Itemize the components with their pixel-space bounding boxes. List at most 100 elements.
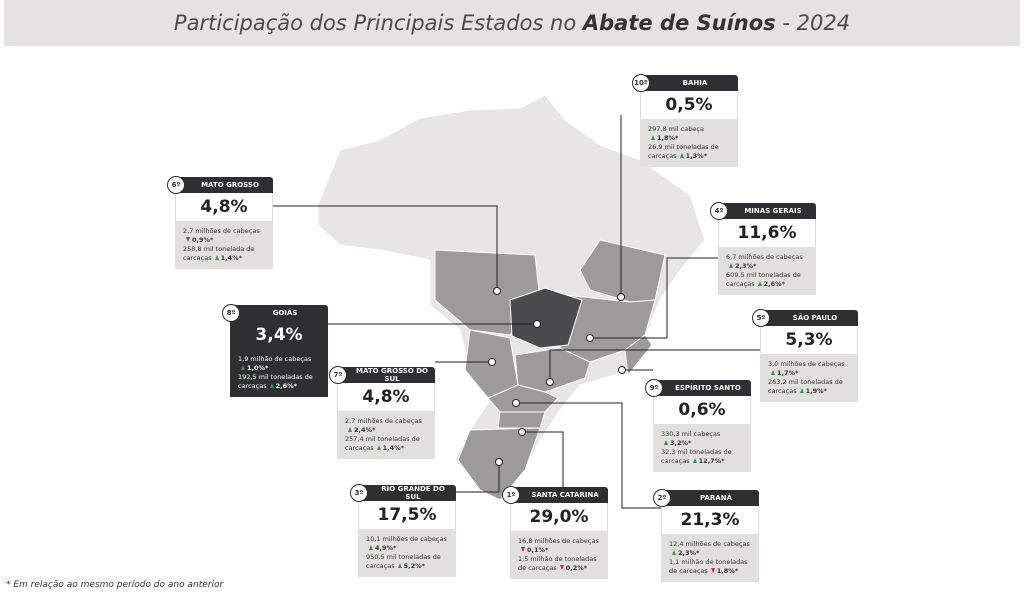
state-card: 8º GOIÁS 3,4% 1,9 milhão de cabeças 1,0%* 192… [222,304,328,397]
rank-badge: 1º [502,486,520,504]
carcass-line: 950,5 mil toneladas de carcaças 5,2%* [366,553,450,571]
heads-line: 10,1 milhões de cabeças [366,535,450,544]
state-card: 6º MATO GROSSO 4,8% 2,7 milhões de cabeças 0… [167,176,273,269]
change-arrow [241,365,245,370]
heads-line: 3,0 milhões de cabeças [768,360,852,369]
carcass-change: 1,9%* [799,387,827,395]
carcass-change-value: 1,4%* [382,444,405,452]
carcass-text: 32,3 mil toneladas de carcaças [661,448,732,465]
heads-change: 1,0%* [241,364,322,373]
connectors [273,115,760,509]
card-header: 6º MATO GROSSO [167,176,273,194]
title-bold: Abate de Suínos [582,11,776,35]
card-header: 8º GOIÁS [222,304,328,322]
state-card: 9º ESPÍRITO SANTO 0,6% 330,3 mil cabeças 3,2… [645,379,751,472]
heads-change: 2,4%* [348,426,429,435]
state-name: BAHIA [682,79,708,87]
state-go [509,287,583,349]
state-card: 4º MINAS GERAIS 11,6% 6,7 milhões de cabeça… [710,202,816,295]
connector-dot [533,320,541,328]
change-arrow [771,370,775,375]
heads-change: 0,9%* [186,236,267,245]
carcass-change: 2,6%* [269,382,297,390]
carcass-text: 258,8 mil tonelada de carcaças [183,245,255,262]
change-arrow [757,281,762,286]
rank-badge: 2º [653,489,671,507]
heads-change-value: 2,4%* [354,426,376,434]
connector-line [273,205,498,291]
state-share: 0,5% [640,91,738,119]
carcass-change-value: 2,6%* [763,280,786,288]
state-es [624,334,653,377]
change-arrow [397,563,402,568]
change-arrow [679,153,684,158]
carcass-text: 609,5 mil toneladas de carcaças [726,271,801,288]
connector-dot [617,293,625,301]
carcass-text: 1,5 milhão de toneladas de carcaças [518,555,597,572]
rank-badge: 5º [752,309,770,327]
card-body: 10,1 milhões de cabeças 4,9%* 950,5 mil to… [358,529,456,577]
heads-change: 3,2%* [664,439,745,448]
footnote: * Em relação ao mesmo período do ano ant… [6,580,224,590]
carcass-line: 32,3 mil toneladas de carcaças 12,7%* [661,448,745,466]
connector-line [590,257,718,339]
heads-change-value: 1,7%* [777,369,799,377]
state-name: MATO GROSSO DO SUL [355,367,428,383]
connector-dot [495,458,503,466]
carcass-line: 258,8 mil tonelada de carcaças 1,4%* [183,245,267,263]
state-name: SANTA CATARINA [531,491,599,499]
heads-change-value: 0,9%* [192,236,214,244]
change-arrow [672,550,676,555]
state-share: 11,6% [718,219,816,247]
heads-line: 297,8 mil cabeça [648,125,732,134]
connector-dot [546,378,554,386]
title-end: - 2024 [775,11,851,35]
carcass-change: 2,6%* [757,280,786,288]
connector-dot [488,358,496,366]
state-name: MATO GROSSO [201,181,259,189]
heads-text: 2,7 milhões de cabeças [183,227,260,235]
heads-change-value: 2,3%* [678,549,700,557]
state-name: MINAS GERAIS [744,207,802,215]
carcass-change-value: 1,3%* [685,152,708,160]
heads-change: 2,3%* [672,549,753,558]
connector-dot [493,287,501,295]
carcass-change: 1,4%* [214,254,243,262]
connector-dot [512,399,520,407]
state-sc [497,411,546,429]
state-share: 4,8% [175,193,273,221]
card-header: 10º BAHIA [632,74,738,92]
carcass-change-value: 0,2%* [565,564,588,572]
carcass-line: 1,1 milhão de toneladas de carcaças 1,8%* [669,558,753,576]
rank-badge: 4º [710,202,728,220]
carcass-change-value: 5,2%* [403,562,426,570]
change-arrow [369,545,373,550]
carcass-change-value: 12,7%* [698,457,725,465]
heads-line: 2,7 milhões de cabeças [345,417,429,426]
heads-text: 330,3 mil cabeças [661,430,721,438]
state-share: 0,6% [653,396,751,424]
carcass-change-value: 1,4%* [220,254,243,262]
heads-text: 1,9 milhão de cabeças [238,355,312,363]
card-body: 297,8 mil cabeça 1,8%* 26,9 mil toneladas … [640,119,738,167]
carcass-change: 1,8%* [710,567,738,575]
card-body: 330,3 mil cabeças 3,2%* 32,3 mil toneladas… [653,424,751,472]
carcass-text: 1,1 milhão de toneladas de carcaças [669,558,748,575]
state-name: RIO GRANDE DO SUL [381,485,445,501]
carcass-text: 263,2 mil toneladas de carcaças [768,378,843,395]
state-card: 10º BAHIA 0,5% 297,8 mil cabeça 1,8%* 26,9 mi… [632,74,738,167]
change-arrow [348,427,352,432]
change-arrow [186,237,190,242]
heads-change-value: 3,2%* [670,439,692,447]
card-header: 7º MATO GROSSO DO SUL [329,366,435,384]
change-arrow [692,458,697,463]
rank-badge: 10º [632,74,650,92]
heads-text: 6,7 milhões de cabeças [726,253,803,261]
heads-change-value: 1,8%* [657,134,679,142]
change-arrow [729,263,733,268]
carcass-text: 26,9 mil toneladas de carcaças [648,143,719,160]
state-card: 3º RIO GRANDE DO SUL 17,5% 10,1 milhões de … [350,484,456,577]
heads-text: 16,8 milhões de cabeças [518,537,599,545]
title-bar: Participação dos Principais Estados no A… [4,0,1020,46]
connector-line [549,349,760,382]
